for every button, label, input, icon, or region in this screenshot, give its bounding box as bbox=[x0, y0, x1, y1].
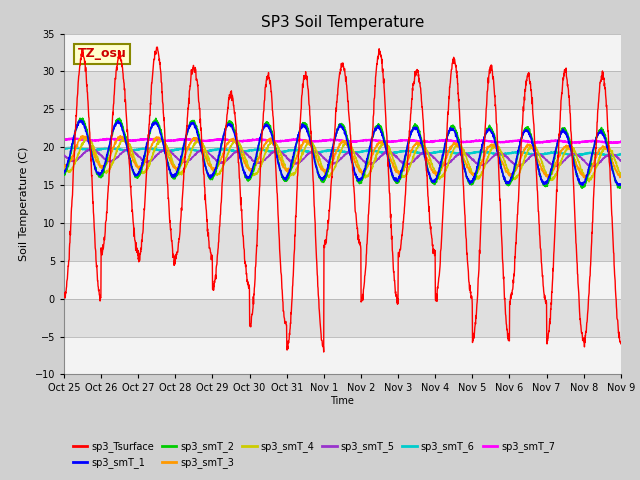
Title: SP3 Soil Temperature: SP3 Soil Temperature bbox=[260, 15, 424, 30]
Bar bbox=[64, 147, 621, 185]
Bar bbox=[64, 261, 621, 299]
Bar bbox=[64, 336, 621, 374]
Legend: sp3_Tsurface, sp3_smT_1, sp3_smT_2, sp3_smT_3, sp3_smT_4, sp3_smT_5, sp3_smT_6, : sp3_Tsurface, sp3_smT_1, sp3_smT_2, sp3_… bbox=[69, 437, 559, 472]
Bar bbox=[64, 223, 621, 261]
Bar bbox=[64, 34, 621, 72]
Bar bbox=[64, 185, 621, 223]
Text: TZ_osu: TZ_osu bbox=[78, 48, 127, 60]
Bar bbox=[64, 72, 621, 109]
X-axis label: Time: Time bbox=[330, 396, 355, 406]
Bar bbox=[64, 299, 621, 336]
Y-axis label: Soil Temperature (C): Soil Temperature (C) bbox=[19, 147, 29, 261]
Bar bbox=[64, 109, 621, 147]
